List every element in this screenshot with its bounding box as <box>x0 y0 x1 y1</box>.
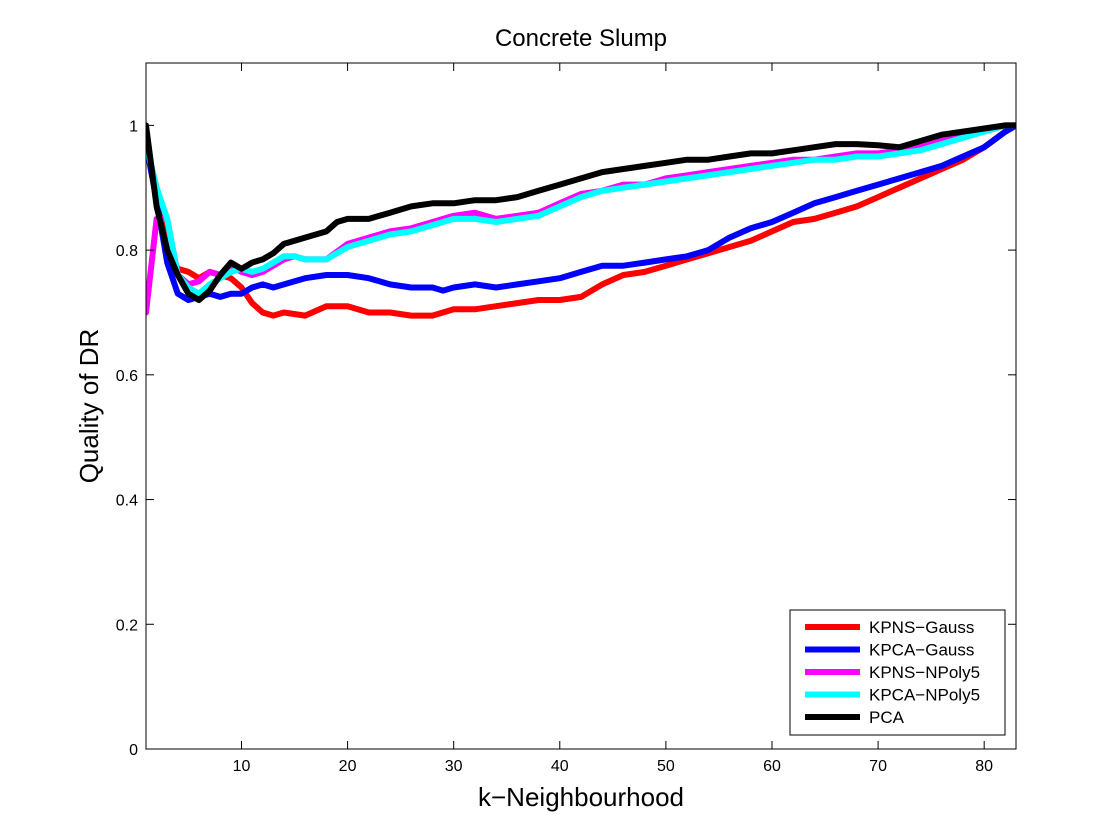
legend-label-2: KPNS−NPoly5 <box>869 663 980 682</box>
ticks-layer: 10 20 30 40 50 60 70 80 0 0.2 0.4 0.6 0.8 1 <box>116 63 1016 775</box>
y-tick-label: 0.6 <box>116 368 138 385</box>
series-line-3 <box>146 122 1016 297</box>
plot-frame <box>145 62 1017 750</box>
x-tick-label: 50 <box>657 758 675 775</box>
x-tick-label: 60 <box>763 758 781 775</box>
legend-label-1: KPCA−Gauss <box>869 641 974 660</box>
x-tick-label: 10 <box>233 758 251 775</box>
series-line-1 <box>146 122 1016 303</box>
x-tick-label: 80 <box>975 758 993 775</box>
y-axis-label: Quality of DR <box>74 329 104 484</box>
x-tick-label: 40 <box>551 758 569 775</box>
y-tick-label: 0 <box>129 742 138 759</box>
y-tick-label: 0.4 <box>116 493 138 510</box>
y-tick-label: 0.8 <box>116 243 138 260</box>
y-tick-label: 0.2 <box>116 617 138 634</box>
legend-label-4: PCA <box>869 708 905 727</box>
x-tick-label: 70 <box>869 758 887 775</box>
x-tick-label: 20 <box>339 758 357 775</box>
y-tick-label: 1 <box>129 118 138 135</box>
x-axis-label: k−Neighbourhood <box>478 782 684 812</box>
series-line-0 <box>146 122 1016 319</box>
legend-label-3: KPCA−NPoly5 <box>869 686 980 705</box>
series-layer <box>146 122 1016 319</box>
x-tick-label: 30 <box>445 758 463 775</box>
series-line-4 <box>146 122 1016 303</box>
chart-title: Concrete Slump <box>495 25 667 52</box>
legend-label-0: KPNS−Gauss <box>869 618 974 637</box>
legend: KPNS−Gauss KPCA−Gauss KPNS−NPoly5 KPCA−NPol… <box>789 609 1006 736</box>
